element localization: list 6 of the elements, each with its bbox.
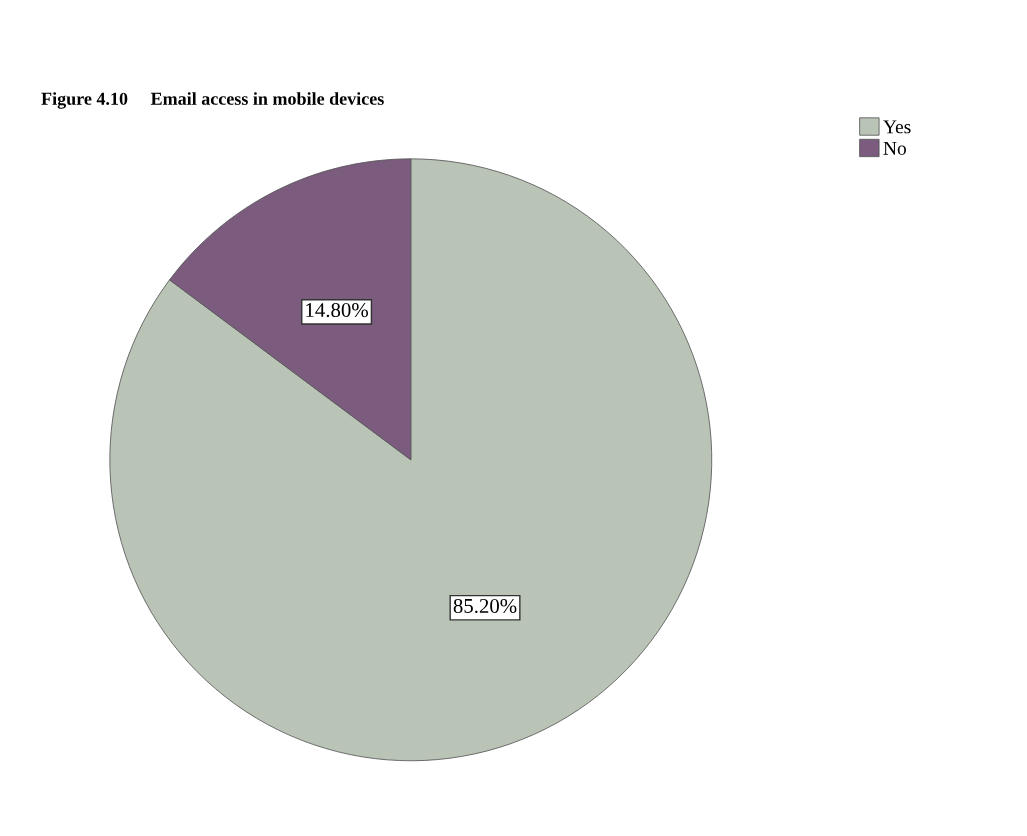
legend-label: Yes [883, 120, 911, 134]
chart-title: Figure 4.10 Email access in mobile devices [41, 92, 384, 109]
legend-label: No [883, 141, 906, 155]
pie-slice [109, 158, 713, 762]
data-label: 85.20% [453, 598, 517, 614]
data-label: 14.80% [306, 303, 368, 318]
